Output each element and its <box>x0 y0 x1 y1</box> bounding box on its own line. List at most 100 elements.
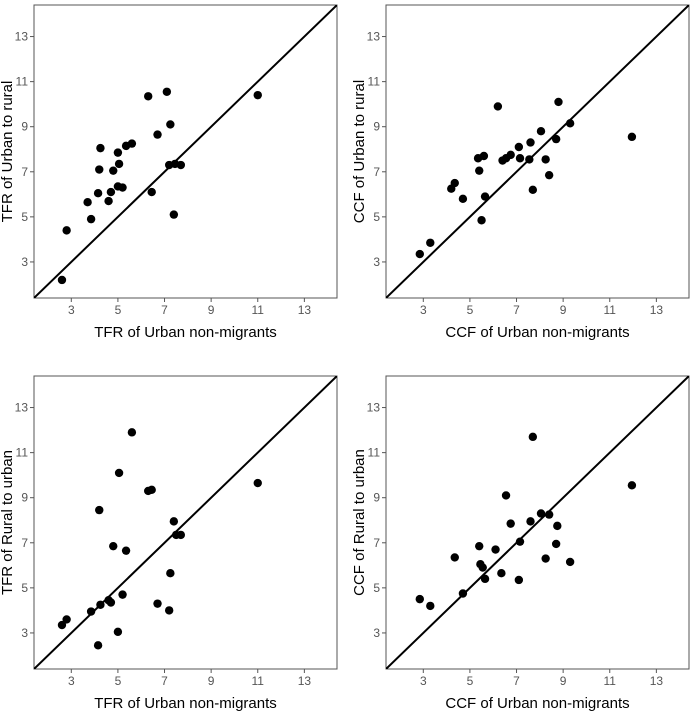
data-point <box>544 510 554 519</box>
data-point <box>501 491 511 500</box>
data-point <box>415 594 424 604</box>
data-point <box>544 170 554 180</box>
reference-line <box>386 5 689 298</box>
x-tick-label: 13 <box>650 674 664 688</box>
data-point <box>113 148 123 157</box>
data-point <box>162 87 172 96</box>
x-tick-label: 9 <box>560 674 567 688</box>
data-point <box>104 196 113 206</box>
data-point <box>169 517 179 526</box>
data-point <box>106 187 116 197</box>
y-axis-label: TFR of Urban to rural <box>0 81 16 223</box>
data-point <box>627 481 637 490</box>
data-point <box>554 97 563 107</box>
y-tick-label: 9 <box>21 491 28 505</box>
data-point <box>144 92 153 101</box>
y-tick-label: 7 <box>373 536 380 550</box>
data-point <box>95 165 104 174</box>
data-point <box>118 183 127 192</box>
x-tick-label: 7 <box>513 303 520 317</box>
data-point <box>458 194 468 204</box>
data-point <box>166 569 175 578</box>
plot-frame <box>33 375 338 670</box>
data-point <box>479 151 489 161</box>
x-tick-label: 3 <box>68 303 75 317</box>
plot-frame <box>33 4 338 299</box>
x-tick-label: 5 <box>115 674 122 688</box>
data-point <box>480 574 490 584</box>
data-point <box>526 138 535 147</box>
data-point <box>57 275 67 285</box>
data-point <box>57 620 67 630</box>
data-point <box>83 198 92 207</box>
y-tick-label: 3 <box>21 255 28 269</box>
data-point <box>541 554 550 563</box>
x-tick-label: 3 <box>420 674 427 688</box>
data-point <box>147 187 156 197</box>
data-point <box>541 155 550 164</box>
data-point <box>253 90 262 100</box>
y-tick-label: 13 <box>15 401 29 415</box>
x-tick-label: 13 <box>298 303 312 317</box>
data-point <box>127 139 137 148</box>
data-point <box>525 155 534 164</box>
data-point <box>536 127 546 136</box>
data-point <box>475 541 484 551</box>
scatter-panel-4: 3 5 7 9 11 13 3 5 7 9 11 13 CCF of Urban non-migrant… <box>351 375 690 712</box>
y-tick-label: 11 <box>368 446 381 460</box>
scatter-panel-1: 3 5 7 9 11 13 3 5 7 9 11 13 TFR of Urban non-migrant… <box>0 4 338 341</box>
x-axis-label: CCF of Urban non-migrants <box>445 695 629 712</box>
data-point <box>109 166 118 175</box>
data-point <box>95 505 104 515</box>
data-point <box>551 134 561 144</box>
data-point <box>515 154 525 163</box>
data-point <box>118 590 127 599</box>
y-axis-label: TFR of Rural to urban <box>0 450 16 595</box>
data-point <box>426 601 435 611</box>
y-tick-label: 13 <box>367 30 381 44</box>
y-tick-label: 13 <box>367 401 381 415</box>
x-tick-label: 3 <box>68 674 75 688</box>
data-point <box>153 599 162 608</box>
data-point <box>526 517 535 526</box>
data-point <box>415 249 424 259</box>
data-point <box>565 119 575 128</box>
data-point <box>113 627 123 637</box>
plot-frame <box>385 375 690 670</box>
data-point <box>514 142 524 152</box>
x-axis-label: CCF of Urban non-migrants <box>445 324 629 341</box>
y-tick-label: 9 <box>373 491 380 505</box>
x-tick-label: 3 <box>420 303 427 317</box>
data-point <box>96 143 105 153</box>
data-point <box>253 478 262 488</box>
x-tick-label: 9 <box>208 674 215 688</box>
reference-line <box>386 376 689 669</box>
data-point <box>553 521 562 531</box>
y-axis-label: CCF of Urban to rural <box>351 80 368 223</box>
y-tick-label: 5 <box>373 581 380 595</box>
data-point <box>164 606 174 615</box>
data-point <box>528 432 538 442</box>
y-tick-label: 9 <box>373 120 380 134</box>
data-point <box>176 530 186 540</box>
data-point <box>166 120 175 129</box>
data-point <box>93 188 103 198</box>
data-point <box>86 214 96 224</box>
y-tick-label: 7 <box>21 165 28 179</box>
data-point <box>497 569 506 578</box>
data-point <box>506 519 515 528</box>
y-tick-label: 5 <box>373 210 380 224</box>
data-point <box>491 545 500 554</box>
y-tick-label: 13 <box>15 30 29 44</box>
x-tick-label: 5 <box>115 303 122 317</box>
x-tick-label: 5 <box>467 674 474 688</box>
x-tick-label: 9 <box>208 303 215 317</box>
data-point <box>515 537 525 546</box>
y-tick-label: 7 <box>373 165 380 179</box>
x-axis-label: TFR of Urban non-migrants <box>94 695 277 712</box>
data-point <box>475 166 484 175</box>
data-point <box>114 468 124 478</box>
data-point <box>147 485 156 495</box>
data-point <box>169 210 179 219</box>
